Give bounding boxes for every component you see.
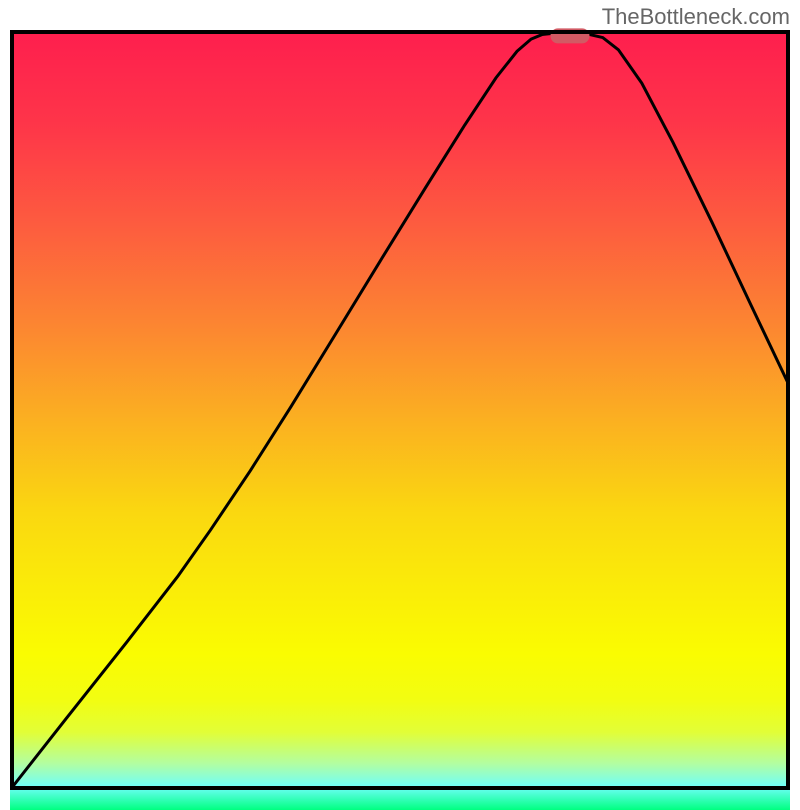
chart-plot-area	[10, 30, 790, 790]
watermark-text: TheBottleneck.com	[602, 4, 790, 30]
gradient-background	[10, 30, 790, 810]
optimal-marker	[551, 28, 590, 43]
